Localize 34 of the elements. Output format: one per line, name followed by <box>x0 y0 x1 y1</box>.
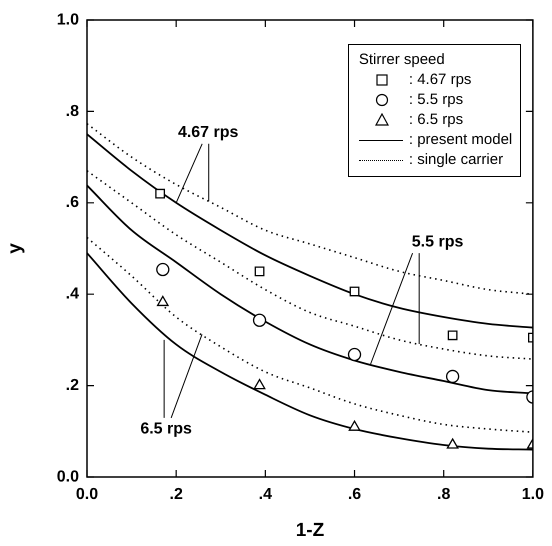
annotation: 4.67 rps <box>178 124 239 142</box>
point <box>348 420 360 431</box>
point <box>155 188 166 199</box>
legend-label: : 6.5 rps <box>408 110 464 130</box>
y-tick-label: .6 <box>66 194 80 212</box>
point <box>156 296 169 306</box>
x-tick-label: .2 <box>170 486 183 504</box>
y-tick-label: .4 <box>66 286 80 303</box>
annotation: 5.5 rps <box>412 234 464 251</box>
x-tick-label: .4 <box>258 486 272 504</box>
point <box>254 378 266 390</box>
legend-label: : present model <box>408 130 512 150</box>
point <box>446 370 460 384</box>
annotation: 6.5 rps <box>140 420 192 438</box>
x-tick-label: .6 <box>348 486 362 504</box>
point <box>252 314 266 327</box>
y-tick-label: .8 <box>66 102 80 120</box>
point <box>156 262 170 276</box>
point <box>448 330 458 340</box>
y-axis-title: y <box>4 242 26 254</box>
point <box>348 348 362 362</box>
point <box>446 438 458 449</box>
point <box>254 266 264 276</box>
y-tick-label: .2 <box>66 377 80 394</box>
x-axis-title: 1-Z <box>296 520 325 541</box>
legend-label: : 4.67 rps <box>408 70 472 90</box>
legend-label: : single carrier <box>408 150 504 170</box>
point <box>350 286 360 296</box>
x-tick-label: .8 <box>437 486 450 504</box>
legend-title: Stirrer speed <box>358 50 446 70</box>
x-tick-label: 1.0 <box>522 486 544 504</box>
y-tick-label: 0.0 <box>56 468 80 486</box>
y-tick-label: 1.0 <box>56 11 80 28</box>
legend-label: : 5.5 rps <box>408 90 464 110</box>
